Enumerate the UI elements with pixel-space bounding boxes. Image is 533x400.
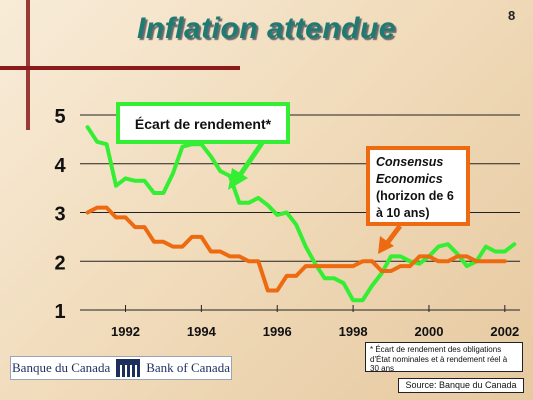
y-tick-label: 3 bbox=[54, 204, 65, 226]
x-tick-label: 1992 bbox=[111, 324, 140, 339]
y-axis-tick-labels: 1 2 3 4 5 bbox=[54, 106, 66, 323]
consensus-arrow-shaft bbox=[386, 224, 402, 244]
slide-title: Inflation attendue bbox=[137, 12, 396, 45]
spread-arrow-head bbox=[228, 168, 248, 190]
x-tick-label: 2000 bbox=[415, 324, 444, 339]
footnote: * Écart de rendement des obligations d'É… bbox=[365, 342, 523, 373]
spread-label: Écart de rendement* bbox=[135, 116, 272, 132]
bank-of-canada-logo: Banque du Canada Bank of Canada bbox=[10, 356, 232, 380]
x-tick-label: 2002 bbox=[490, 324, 519, 339]
x-axis-tick-labels: 1992 1994 1996 1998 2000 2002 bbox=[111, 305, 519, 339]
consensus-label-line: (horizon de 6 bbox=[376, 189, 454, 203]
bank-building-icon bbox=[116, 359, 141, 377]
logo-text-en: Bank of Canada bbox=[146, 360, 230, 375]
y-tick-label: 5 bbox=[54, 106, 65, 128]
page-number: 8 bbox=[508, 8, 516, 23]
x-tick-label: 1996 bbox=[263, 324, 292, 339]
decorative-vertical-bar bbox=[26, 0, 30, 130]
consensus-label-line: Consensus bbox=[376, 155, 443, 169]
source-note: Source: Banque du Canada bbox=[398, 378, 524, 393]
y-tick-label: 1 bbox=[54, 301, 65, 323]
consensus-arrow-head bbox=[378, 236, 394, 254]
chart-annotations: Écart de rendement* Consensus Economics (ho… bbox=[116, 102, 470, 254]
consensus-label-line: à 10 ans) bbox=[376, 206, 430, 220]
chart-series bbox=[85, 125, 517, 303]
spread-label-box bbox=[116, 102, 290, 144]
y-tick-label: 2 bbox=[54, 252, 65, 274]
decorative-horizontal-bar bbox=[0, 66, 240, 70]
y-tick-label: 4 bbox=[54, 155, 66, 177]
x-tick-label: 1994 bbox=[187, 324, 217, 339]
consensus-label-box bbox=[366, 146, 470, 226]
consensus-label-line: Economics bbox=[376, 172, 443, 186]
x-tick-label: 1998 bbox=[339, 324, 368, 339]
spread-arrow-shaft bbox=[235, 141, 265, 180]
series-line-consensus bbox=[85, 205, 507, 293]
logo-text-fr: Banque du Canada bbox=[12, 360, 111, 375]
series-line-spread bbox=[85, 125, 517, 303]
